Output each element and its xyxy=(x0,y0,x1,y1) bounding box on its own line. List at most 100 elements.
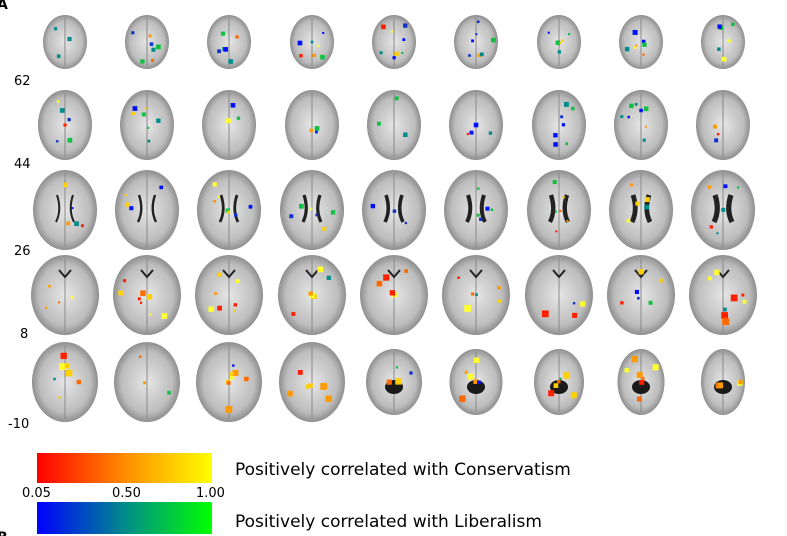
ventricle xyxy=(465,194,487,223)
activation xyxy=(636,396,642,402)
brain-slice xyxy=(278,255,346,335)
activation xyxy=(717,24,722,29)
legend-text: Positively correlated with Liberalism xyxy=(235,512,542,532)
activation xyxy=(722,307,727,312)
brain-slice xyxy=(442,255,510,335)
activation xyxy=(63,182,68,188)
activation xyxy=(381,24,386,30)
brain-slice xyxy=(120,90,174,160)
brain-slice xyxy=(607,255,675,335)
activation xyxy=(65,369,73,377)
activation xyxy=(707,185,712,189)
brain-slice xyxy=(280,170,344,250)
activation xyxy=(552,180,557,185)
activation xyxy=(212,182,217,187)
activation xyxy=(167,390,171,395)
activation xyxy=(488,131,493,135)
activation xyxy=(151,47,156,52)
brain-slice xyxy=(696,90,750,160)
activation xyxy=(403,132,408,137)
activation xyxy=(723,184,728,189)
activation xyxy=(722,318,730,326)
activation xyxy=(642,138,646,142)
activation xyxy=(131,31,135,35)
slice-label: 8 xyxy=(20,327,28,342)
brain-slice xyxy=(32,342,98,422)
activation xyxy=(554,210,557,213)
activation xyxy=(395,378,402,385)
activation xyxy=(330,210,336,215)
activation xyxy=(403,23,408,28)
activation xyxy=(320,54,325,60)
activation xyxy=(132,106,138,111)
activation xyxy=(555,230,558,233)
activation xyxy=(125,202,130,207)
brain-slice xyxy=(113,255,181,335)
activation xyxy=(626,218,631,223)
activation xyxy=(636,296,640,300)
activation xyxy=(223,47,228,52)
activation xyxy=(71,207,74,210)
activation xyxy=(317,45,320,48)
activation xyxy=(736,186,740,189)
ventricle xyxy=(387,269,401,279)
activation xyxy=(404,221,408,225)
activation xyxy=(717,382,724,389)
activation xyxy=(721,312,729,319)
activation xyxy=(233,309,236,312)
activation xyxy=(404,269,408,273)
brain-slices xyxy=(31,15,757,422)
ventricle xyxy=(547,194,571,223)
activation xyxy=(235,35,239,39)
activation xyxy=(475,33,478,36)
activation xyxy=(291,312,296,316)
ventricle xyxy=(634,269,648,279)
activation xyxy=(473,122,479,128)
activation xyxy=(310,40,314,44)
ventricle xyxy=(383,194,405,223)
activation xyxy=(229,371,234,377)
brain-slice xyxy=(31,255,99,335)
brain-slice xyxy=(38,90,92,160)
ventricle xyxy=(301,194,323,223)
activation xyxy=(469,130,474,135)
brain-slice xyxy=(114,342,180,422)
activation xyxy=(553,142,558,147)
activation xyxy=(713,124,717,129)
activation xyxy=(401,51,404,54)
activation xyxy=(635,201,640,206)
brain-slice xyxy=(444,170,508,250)
brain-slice xyxy=(449,90,503,160)
brain-slice xyxy=(367,90,421,160)
activation xyxy=(326,275,331,280)
activation xyxy=(557,50,561,54)
activation xyxy=(289,214,294,219)
activation xyxy=(467,373,474,380)
activation xyxy=(473,357,480,364)
brain-slice xyxy=(372,15,416,69)
activation xyxy=(149,42,154,46)
activation xyxy=(308,383,313,388)
brain-slice xyxy=(290,15,334,69)
brain-slice xyxy=(202,90,256,160)
activation xyxy=(490,208,494,212)
activation xyxy=(563,372,570,379)
activation xyxy=(151,58,155,62)
activation xyxy=(140,59,145,64)
activation xyxy=(620,301,624,305)
activation xyxy=(555,40,561,45)
ventricle xyxy=(305,269,319,279)
activation xyxy=(217,305,223,311)
activation xyxy=(370,203,376,209)
activation xyxy=(471,292,475,296)
activation xyxy=(214,292,218,295)
activation xyxy=(228,59,233,64)
activation xyxy=(480,52,484,57)
brain-slice xyxy=(197,170,261,250)
activation xyxy=(473,379,479,384)
activation xyxy=(580,301,586,307)
activation xyxy=(66,221,71,226)
activation xyxy=(476,213,480,217)
activation xyxy=(553,383,559,388)
activation xyxy=(479,217,483,221)
